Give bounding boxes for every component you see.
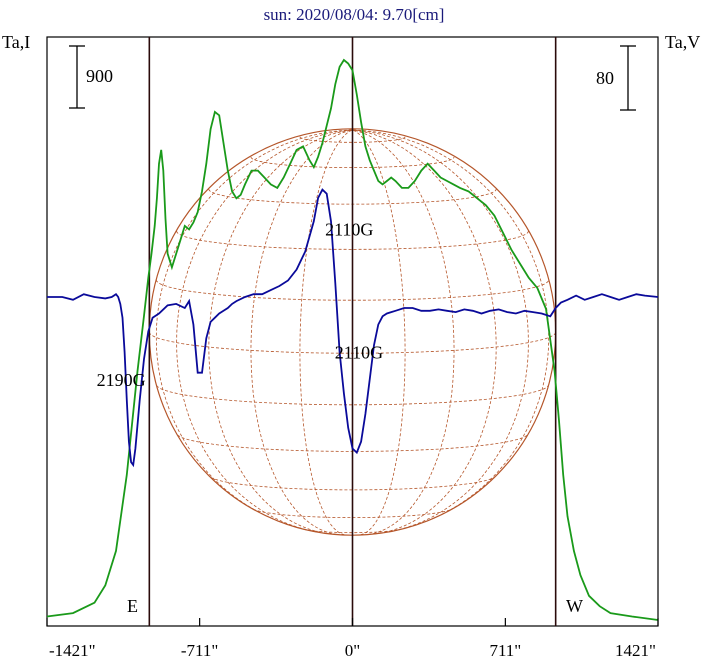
x-tick-label: 0" bbox=[345, 641, 360, 660]
left-scale-value: 900 bbox=[86, 66, 113, 86]
polarization-series-line bbox=[47, 188, 659, 468]
intensity-series-line bbox=[46, 58, 659, 621]
right-scale-value: 80 bbox=[596, 68, 614, 88]
field-annotation-1: 2110G bbox=[335, 342, 383, 362]
longitude-grid-line bbox=[155, 129, 353, 520]
x-tick-label: 1421" bbox=[615, 641, 656, 660]
longitude-grid-line bbox=[208, 129, 353, 535]
latitude-grid-line bbox=[210, 476, 495, 491]
x-tick-label: -711" bbox=[181, 641, 218, 660]
east-limb-label: E bbox=[127, 596, 138, 616]
field-annotation-2: 2190G bbox=[97, 370, 146, 390]
longitude-grid-line bbox=[352, 129, 529, 533]
x-axis-ticks: -1421" -711" 0" 711" 1421" bbox=[46, 618, 659, 660]
left-axis-label: Ta,I bbox=[2, 32, 30, 52]
longitude-grid-line bbox=[352, 129, 455, 535]
right-scale-bar: 80 bbox=[596, 45, 636, 111]
west-limb-label: W bbox=[566, 596, 583, 616]
x-tick-label: -1421" bbox=[49, 641, 96, 660]
longitude-grid-line bbox=[299, 129, 353, 536]
longitude-grid-line bbox=[176, 129, 353, 533]
right-axis-label: Ta,V bbox=[665, 32, 700, 52]
latitude-grid-line bbox=[155, 279, 550, 301]
left-scale-bar: 900 bbox=[69, 45, 113, 109]
longitude-grid-line bbox=[352, 129, 406, 536]
field-annotations: 2110G 2110G 2190G bbox=[97, 220, 383, 390]
latitude-grid-line bbox=[304, 529, 401, 534]
x-tick-label: 711" bbox=[489, 641, 521, 660]
latitude-grid-line bbox=[156, 385, 549, 406]
longitude-grid-line bbox=[250, 129, 353, 535]
longitude-grid-line bbox=[352, 129, 550, 520]
chart-title: sun: 2020/08/04: 9.70[cm] bbox=[264, 5, 445, 24]
field-annotation-0: 2110G bbox=[325, 220, 373, 240]
longitude-grid-line bbox=[352, 129, 497, 535]
